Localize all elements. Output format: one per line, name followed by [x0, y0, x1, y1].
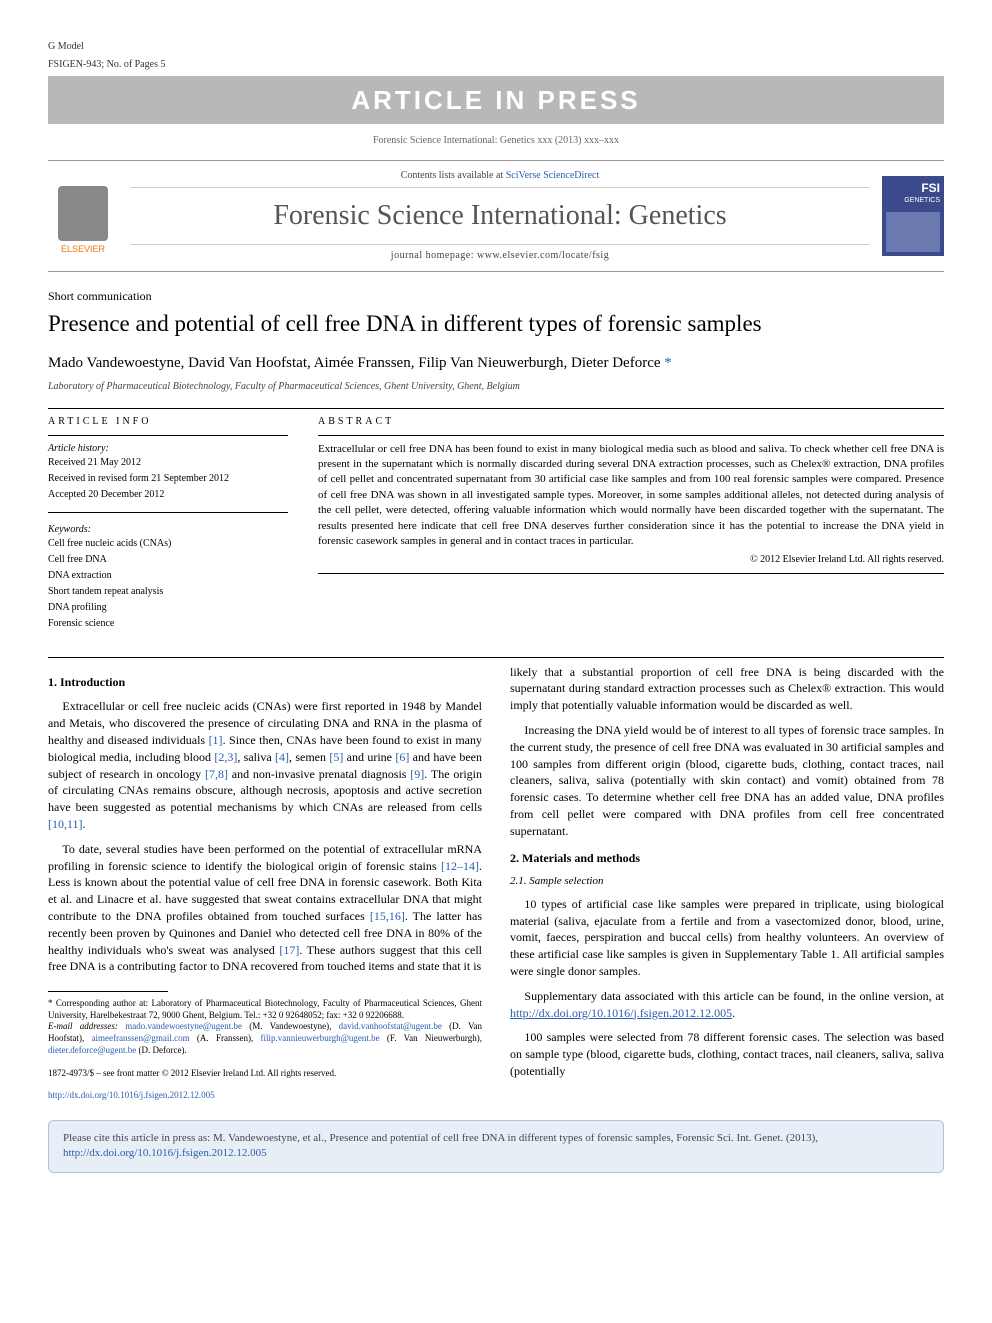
history-label: Article history: — [48, 442, 288, 456]
article-ident: FSIGEN-943; No. of Pages 5 — [48, 58, 944, 72]
g-model-label: G Model — [48, 40, 944, 54]
keyword-item: Cell free DNA — [48, 553, 288, 567]
elsevier-tree-icon — [58, 186, 108, 241]
in-press-banner: ARTICLE IN PRESS — [48, 76, 944, 124]
email-link[interactable]: dieter.deforce@ugent.be — [48, 1045, 136, 1055]
abstract-block: ABSTRACT Extracellular or cell free DNA … — [318, 415, 944, 633]
ref-link[interactable]: [10,11] — [48, 817, 83, 831]
cite-doi-link[interactable]: http://dx.doi.org/10.1016/j.fsigen.2012.… — [63, 1147, 267, 1159]
keyword-item: Forensic science — [48, 617, 288, 631]
cover-image-icon — [886, 212, 940, 252]
email-link[interactable]: david.vanhoofstat@ugent.be — [339, 1021, 442, 1031]
journal-cover-thumb: FSI GENETICS — [882, 176, 944, 256]
ref-link[interactable]: [7,8] — [205, 767, 228, 781]
journal-header: ELSEVIER Contents lists available at Sci… — [48, 160, 944, 271]
info-divider — [48, 512, 288, 513]
contents-prefix: Contents lists available at — [401, 170, 506, 181]
abstract-divider-bottom — [318, 573, 944, 574]
supp-url-link[interactable]: http://dx.doi.org/10.1016/j.fsigen.2012.… — [510, 1006, 732, 1020]
article-info-header: ARTICLE INFO — [48, 415, 288, 429]
left-column: 1. Introduction Extracellular or cell fr… — [48, 664, 482, 1102]
ref-link[interactable]: [17] — [279, 943, 299, 957]
email-label: E-mail addresses: — [48, 1021, 125, 1031]
elsevier-logo: ELSEVIER — [48, 176, 118, 256]
methods-para-3: 100 samples were selected from 78 differ… — [510, 1029, 944, 1079]
intro-para-1: Extracellular or cell free nucleic acids… — [48, 698, 482, 832]
info-abstract-row: ARTICLE INFO Article history: Received 2… — [48, 415, 944, 633]
intro-para-4: Increasing the DNA yield would be of int… — [510, 722, 944, 840]
corresponding-footnote: * Corresponding author at: Laboratory of… — [48, 998, 482, 1021]
publisher-name: ELSEVIER — [61, 243, 105, 256]
section-2-heading: 2. Materials and methods — [510, 850, 944, 867]
intro-para-3: likely that a substantial proportion of … — [510, 664, 944, 714]
received-date: Received 21 May 2012 — [48, 456, 288, 470]
right-column: likely that a substantial proportion of … — [510, 664, 944, 1102]
methods-para-1: 10 types of artificial case like samples… — [510, 896, 944, 980]
revised-date: Received in revised form 21 September 20… — [48, 472, 288, 486]
keywords-label: Keywords: — [48, 523, 288, 537]
info-divider — [48, 435, 288, 436]
keyword-item: Cell free nucleic acids (CNAs) — [48, 537, 288, 551]
ref-link[interactable]: [2,3] — [214, 750, 237, 764]
email-link[interactable]: filip.vannieuwerburgh@ugent.be — [261, 1033, 380, 1043]
ref-link[interactable]: [9] — [410, 767, 424, 781]
divider-rule — [48, 657, 944, 658]
abstract-divider — [318, 435, 944, 436]
ref-link[interactable]: [1] — [209, 733, 223, 747]
article-type: Short communication — [48, 288, 944, 305]
affiliation: Laboratory of Pharmaceutical Biotechnolo… — [48, 380, 944, 394]
authors-list: Mado Vandewoestyne, David Van Hoofstat, … — [48, 353, 944, 374]
divider-rule — [48, 408, 944, 409]
email-link[interactable]: aimeefranssen@gmail.com — [92, 1033, 190, 1043]
cover-fsi-label: FSI — [921, 180, 940, 197]
contents-available-line: Contents lists available at SciVerse Sci… — [130, 169, 870, 188]
cite-text: Please cite this article in press as: M.… — [63, 1132, 818, 1144]
abstract-copyright: © 2012 Elsevier Ireland Ltd. All rights … — [318, 553, 944, 567]
keyword-item: DNA profiling — [48, 601, 288, 615]
journal-homepage: journal homepage: www.elsevier.com/locat… — [130, 244, 870, 263]
keyword-item: DNA extraction — [48, 569, 288, 583]
ref-link[interactable]: [6] — [395, 750, 409, 764]
email-footnote: E-mail addresses: mado.vandewoestyne@uge… — [48, 1021, 482, 1056]
ref-link[interactable]: [4] — [275, 750, 289, 764]
journal-header-center: Contents lists available at SciVerse Sci… — [130, 169, 870, 262]
section-1-heading: 1. Introduction — [48, 674, 482, 691]
ref-link[interactable]: [12–14] — [441, 859, 479, 873]
journal-name: Forensic Science International: Genetics — [130, 196, 870, 235]
sciencedirect-link[interactable]: SciVerse ScienceDirect — [506, 170, 600, 181]
accepted-date: Accepted 20 December 2012 — [48, 488, 288, 502]
corresponding-marker-icon: * — [664, 355, 672, 371]
email-link[interactable]: mado.vandewoestyne@ugent.be — [125, 1021, 242, 1031]
cite-box: Please cite this article in press as: M.… — [48, 1120, 944, 1173]
keyword-item: Short tandem repeat analysis — [48, 585, 288, 599]
section-21-heading: 2.1. Sample selection — [510, 874, 944, 889]
methods-para-2: Supplementary data associated with this … — [510, 988, 944, 1022]
ref-link[interactable]: [15,16] — [370, 909, 405, 923]
issn-line: 1872-4973/$ – see front matter © 2012 El… — [48, 1067, 482, 1080]
article-title: Presence and potential of cell free DNA … — [48, 308, 944, 340]
doi-link[interactable]: http://dx.doi.org/10.1016/j.fsigen.2012.… — [48, 1090, 215, 1100]
abstract-header: ABSTRACT — [318, 415, 944, 429]
article-info-block: ARTICLE INFO Article history: Received 2… — [48, 415, 288, 633]
authors-names: Mado Vandewoestyne, David Van Hoofstat, … — [48, 355, 661, 371]
footnote-rule — [48, 991, 168, 992]
abstract-text: Extracellular or cell free DNA has been … — [318, 442, 944, 550]
ref-link[interactable]: [5] — [329, 750, 343, 764]
intro-para-2: To date, several studies have been perfo… — [48, 841, 482, 975]
cover-genetics-label: GENETICS — [904, 196, 940, 206]
citation-line: Forensic Science International: Genetics… — [48, 134, 944, 148]
body-columns: 1. Introduction Extracellular or cell fr… — [48, 664, 944, 1102]
